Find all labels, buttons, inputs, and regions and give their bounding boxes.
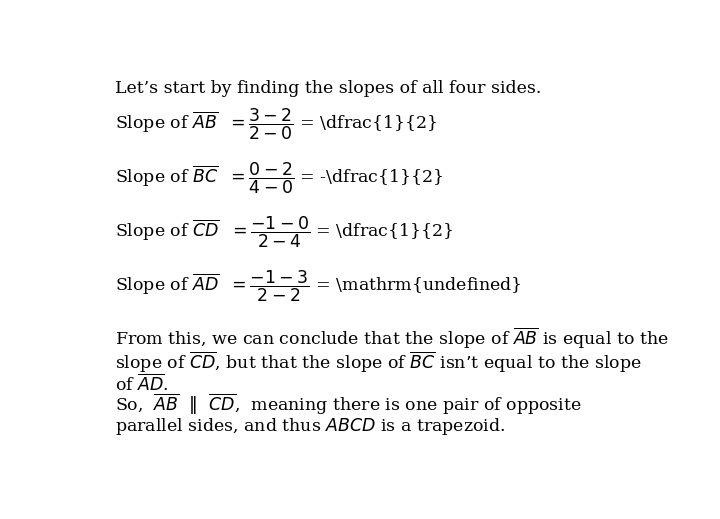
Text: Slope of $\overline{AB}$  $= \dfrac{3-2}{2-0}$ = \dfrac{1}{2}: Slope of $\overline{AB}$ $= \dfrac{3-2}{… [115, 106, 438, 142]
Text: Slope of $\overline{BC}$  $= \dfrac{0-2}{4-0}$ = -\dfrac{1}{2}: Slope of $\overline{BC}$ $= \dfrac{0-2}{… [115, 160, 444, 196]
Text: slope of $\overline{CD}$, but that the slope of $\overline{BC}$ isn’t equal to t: slope of $\overline{CD}$, but that the s… [115, 350, 642, 375]
Text: Let’s start by finding the slopes of all four sides.: Let’s start by finding the slopes of all… [115, 80, 541, 97]
Text: parallel sides, and thus $ABCD$ is a trapezoid.: parallel sides, and thus $ABCD$ is a tra… [115, 416, 505, 437]
Text: of $\overline{AD}$.: of $\overline{AD}$. [115, 374, 168, 395]
Text: So,  $\overline{AB}$  $\|$  $\overline{CD}$,  meaning there is one pair of oppos: So, $\overline{AB}$ $\|$ $\overline{CD}$… [115, 392, 582, 417]
Text: From this, we can conclude that the slope of $\overline{AB}$ is equal to the: From this, we can conclude that the slop… [115, 326, 669, 351]
Text: Slope of $\overline{AD}$  $= \dfrac{-1-3}{2-2}$ = \mathrm{undefined}: Slope of $\overline{AD}$ $= \dfrac{-1-3}… [115, 268, 522, 304]
Text: Slope of $\overline{CD}$  $= \dfrac{-1-0}{2-4}$ = \dfrac{1}{2}: Slope of $\overline{CD}$ $= \dfrac{-1-0}… [115, 214, 454, 250]
